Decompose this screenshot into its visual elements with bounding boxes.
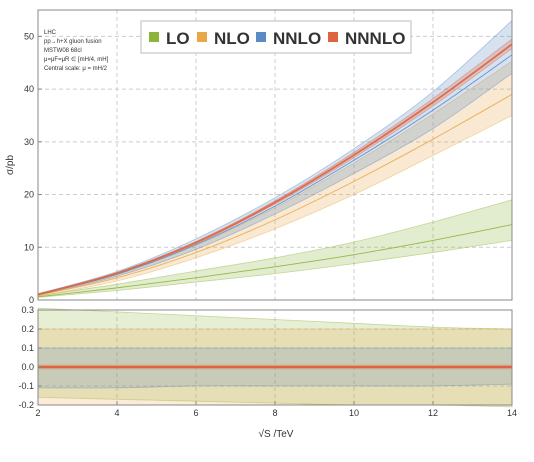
- ratio-panel: -0.2 -0.1 0.0 0.1 0.2 0.3 2 4 6 8 10 12 14 √S /TeV: [18, 305, 517, 440]
- ratio-panel-bands: [37, 307, 513, 408]
- x-tick-label: 4: [114, 408, 119, 418]
- ratio-y-tick-label: 0.3: [21, 305, 34, 315]
- central-line-lo: [37, 224, 513, 298]
- x-tick-label: 12: [428, 408, 438, 418]
- legend-label-nnnlo: NNNLO: [345, 29, 405, 48]
- main-panel-y-ticks: 0 10 20 30 40 50: [24, 31, 42, 305]
- ratio-y-tick-label: -0.2: [18, 400, 34, 410]
- legend-label-nnlo: NNLO: [273, 29, 321, 48]
- y-tick-label: 10: [24, 242, 34, 252]
- main-panel-grid: [38, 10, 512, 300]
- ratio-y-tick-label: -0.1: [18, 381, 34, 391]
- y-tick-label: 50: [24, 31, 34, 41]
- info-line: Central scale: μ = mH/2: [44, 66, 108, 72]
- ratio-panel-y-ticks: -0.2 -0.1 0.0 0.1 0.2 0.3: [18, 305, 42, 410]
- y-tick-label: 0: [29, 295, 34, 305]
- info-text-block: LHC pp→h+X gluon fusion MSTW08 68cl μ=μF…: [44, 30, 109, 72]
- info-line: pp→h+X gluon fusion: [44, 39, 102, 45]
- legend-swatch-lo: [149, 32, 159, 42]
- x-axis-title: √S /TeV: [259, 428, 294, 440]
- main-panel-frame: [37, 9, 513, 301]
- legend-swatch-nnnlo: [328, 32, 338, 42]
- main-panel-central-lines: [37, 43, 513, 298]
- x-ticks: 2 4 6 8 10 12 14: [35, 401, 517, 418]
- y-tick-label: 30: [24, 137, 34, 147]
- central-line-nnlo: [37, 54, 513, 296]
- y-axis-title: σ/pb: [5, 155, 16, 176]
- info-line: LHC: [44, 30, 57, 36]
- info-line: MSTW08 68cl: [44, 48, 82, 54]
- legend-swatch-nnlo: [256, 32, 266, 42]
- ratio-y-tick-label: 0.2: [21, 324, 34, 334]
- legend-box: [140, 20, 412, 54]
- info-line: μ=μF=μR ∈ [mH/4, mH]: [44, 56, 109, 63]
- main-panel: 0 10 20 30 40 50 σ/pb LHC pp→h+X gluon fusion…: [5, 9, 513, 305]
- y-tick-label: 20: [24, 190, 34, 200]
- x-tick-label: 10: [349, 408, 359, 418]
- x-tick-label: 8: [272, 408, 277, 418]
- legend-label-nlo: NLO: [214, 29, 250, 48]
- x-tick-label: 6: [193, 408, 198, 418]
- legend: LO NLO NNLO NNNLO: [140, 20, 412, 54]
- central-line-nnnlo: [37, 43, 513, 296]
- legend-swatch-nlo: [197, 32, 207, 42]
- central-line-nlo: [37, 93, 513, 296]
- ratio-y-tick-label: 0.1: [21, 343, 34, 353]
- x-tick-label: 14: [507, 408, 517, 418]
- legend-label-lo: LO: [166, 29, 190, 48]
- y-tick-label: 40: [24, 84, 34, 94]
- ratio-y-tick-label: 0.0: [21, 362, 34, 372]
- x-tick-label: 2: [35, 408, 40, 418]
